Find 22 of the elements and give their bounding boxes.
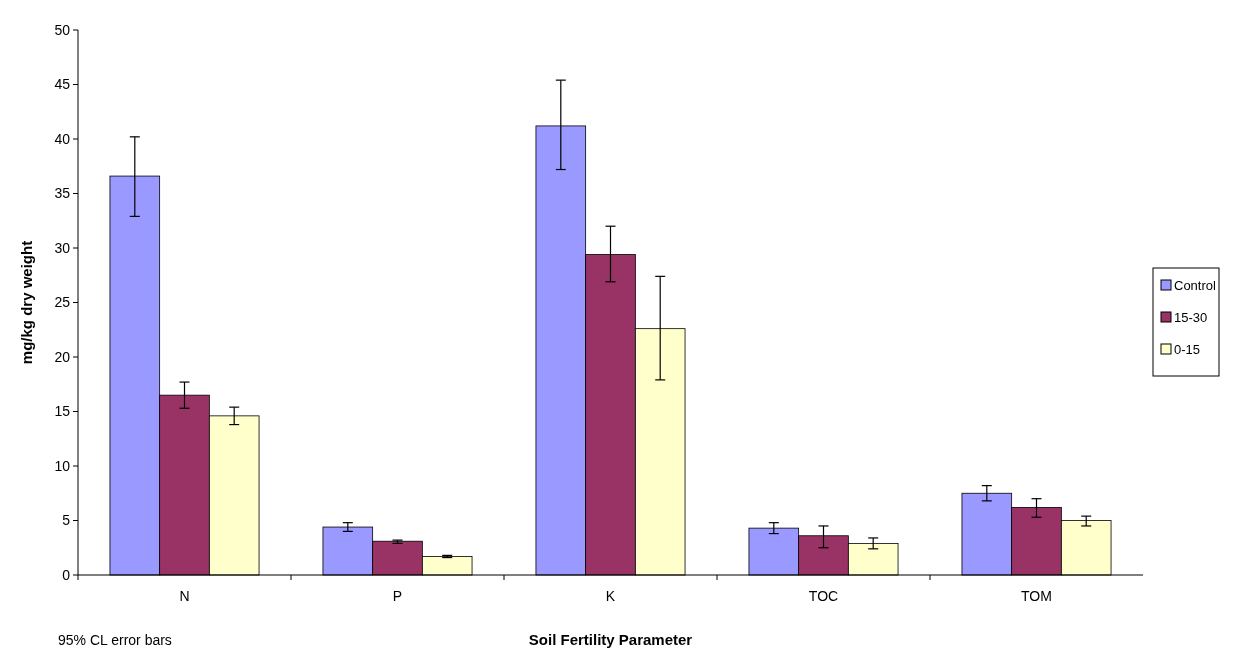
y-tick-label: 25 xyxy=(54,294,71,311)
y-tick-label: 5 xyxy=(62,512,71,529)
legend-label: 0-15 xyxy=(1174,341,1201,357)
x-tick-label: N xyxy=(179,588,190,604)
y-tick-label: 10 xyxy=(54,457,71,474)
y-axis-title: mg/kg dry weight xyxy=(18,240,35,365)
x-tick-label: TOC xyxy=(808,588,839,604)
x-axis-title: Soil Fertility Parameter xyxy=(528,631,693,648)
y-tick-label: 0 xyxy=(62,566,71,583)
legend-label: Control xyxy=(1174,277,1217,293)
y-tick-label: 20 xyxy=(54,348,71,365)
legend-label: 15-30 xyxy=(1174,309,1208,325)
y-tick-label: 35 xyxy=(54,185,71,202)
x-tick-label: TOM xyxy=(1021,588,1052,604)
y-tick-label: 15 xyxy=(54,403,71,420)
y-tick-label: 50 xyxy=(54,21,71,38)
x-tick-label: P xyxy=(392,588,403,604)
x-tick-label: K xyxy=(605,588,616,604)
text: 95% CL error bars xyxy=(58,632,172,648)
y-tick-label: 30 xyxy=(54,239,71,256)
y-tick-label: 45 xyxy=(54,76,71,93)
y-tick-label: 40 xyxy=(54,130,71,147)
